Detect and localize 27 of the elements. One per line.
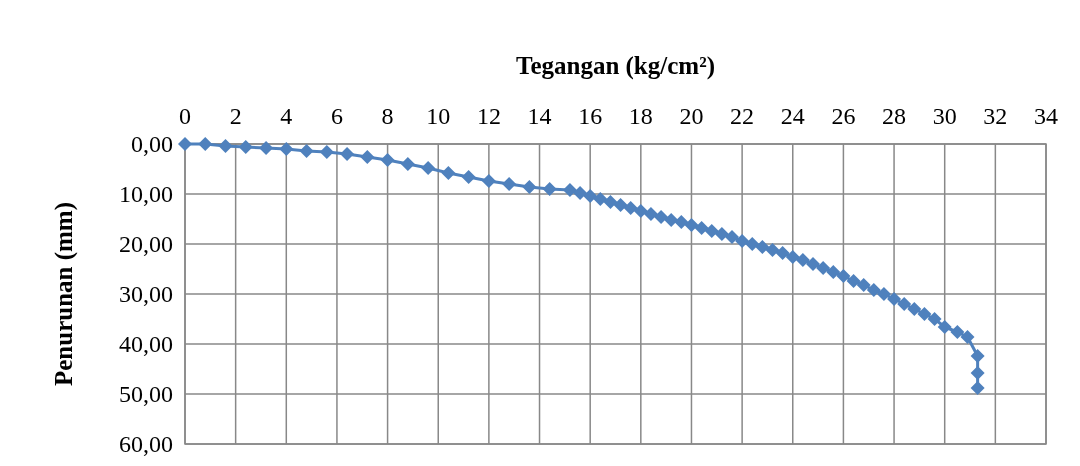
x-axis-title: Tegangan (kg/cm²)	[516, 52, 715, 80]
x-tick-label: 12	[476, 103, 501, 129]
x-tick-label: 18	[628, 103, 653, 129]
x-tick-label: 8	[381, 103, 394, 129]
x-tick-label: 2	[229, 103, 242, 129]
x-tick-label: 32	[983, 103, 1008, 129]
x-tick-label: 26	[831, 103, 856, 129]
y-tick-label: 0,00	[131, 131, 173, 158]
y-tick-label: 30,00	[119, 281, 173, 308]
y-axis-title: Penurunan (mm)	[50, 201, 78, 387]
x-tick-label: 14	[527, 103, 552, 129]
x-tick-label: 20	[679, 103, 704, 129]
y-tick-label: 50,00	[119, 381, 173, 408]
x-tick-label: 22	[730, 103, 755, 129]
x-tick-label: 24	[780, 103, 805, 129]
x-tick-label: 6	[330, 103, 343, 129]
x-tick-label: 16	[578, 103, 603, 129]
x-tick-label: 30	[932, 103, 957, 129]
x-tick-label: 4	[280, 103, 293, 129]
y-tick-label: 20,00	[119, 231, 173, 258]
x-tick-label: 0	[179, 103, 191, 129]
x-tick-label: 28	[882, 103, 907, 129]
y-tick-label: 10,00	[119, 181, 173, 208]
y-tick-label: 40,00	[119, 331, 173, 358]
x-tick-label: 10	[426, 103, 451, 129]
x-tick-label: 34	[1034, 103, 1058, 129]
y-tick-label: 60,00	[119, 431, 173, 458]
